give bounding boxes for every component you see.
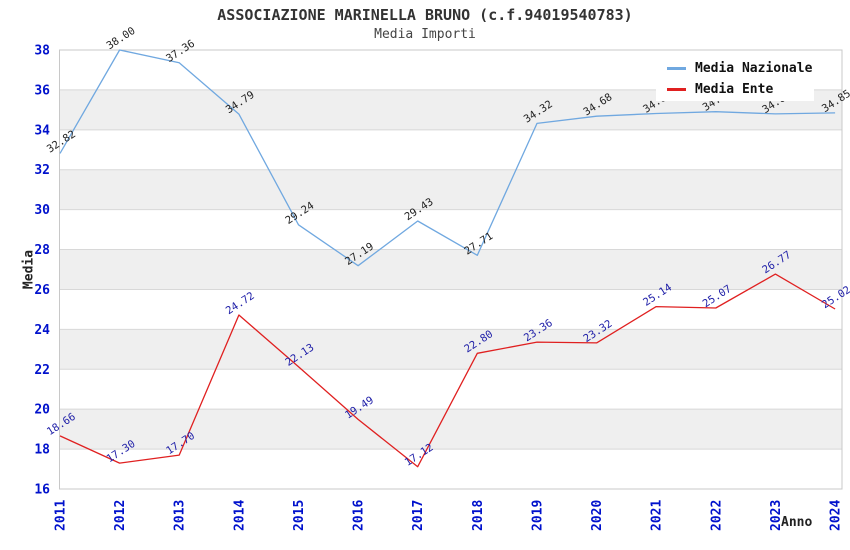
y-tick-label: 16 [34,483,50,498]
x-tick-label: 2016 [352,500,367,531]
y-axis-title: Media [21,249,37,290]
y-tick-label: 36 [34,83,50,98]
x-tick-label: 2015 [292,500,307,531]
x-tick-label: 2023 [769,500,784,531]
stripe-band [59,169,842,210]
series-line-media-ente [59,273,836,468]
data-label: 24.72 [224,290,257,317]
y-tick-label: 26 [34,283,50,298]
stripe-band [59,249,842,290]
y-tick-label: 28 [34,243,50,258]
legend-line-marker-ente [667,87,686,91]
x-tick-label: 2014 [232,500,247,531]
x-tick-label: 2017 [411,500,426,531]
x-tick-label: 2012 [113,500,128,531]
y-tick-label: 20 [34,403,50,418]
x-tick-label: 2018 [471,500,486,531]
legend-item-nazionale: Media Nazionale [656,60,814,78]
legend-label-nazionale: Media Nazionale [695,61,813,77]
y-tick-label: 38 [34,44,50,59]
x-tick-label: 2021 [650,500,665,531]
x-tick-label: 2024 [829,500,844,531]
y-tick-label: 18 [34,443,50,458]
y-tick-label: 34 [34,123,50,138]
y-tick-label: 30 [34,203,50,218]
y-tick-label: 22 [34,363,50,378]
series-line-media-nazionale [59,49,836,267]
legend-line-marker-nazionale [667,67,686,71]
x-axis-title: Anno [781,515,813,530]
x-tick-label: 2019 [530,500,545,531]
chart-subtitle: Media Importi [374,27,476,42]
x-tick-label: 2011 [54,500,69,531]
legend-label-ente: Media Ente [695,81,774,97]
chart-title: ASSOCIAZIONE MARINELLA BRUNO (c.f.940195… [217,6,633,24]
plot-border [59,49,843,490]
stripe-band [59,329,842,370]
y-tick-label: 32 [34,163,50,178]
legend-item-ente: Media Ente [656,80,814,98]
x-tick-label: 2013 [173,500,188,531]
y-tick-label: 24 [34,323,50,338]
x-tick-label: 2020 [590,500,605,531]
x-tick-label: 2022 [709,500,724,531]
legend-box: Media Nazionale Media Ente [656,57,814,101]
